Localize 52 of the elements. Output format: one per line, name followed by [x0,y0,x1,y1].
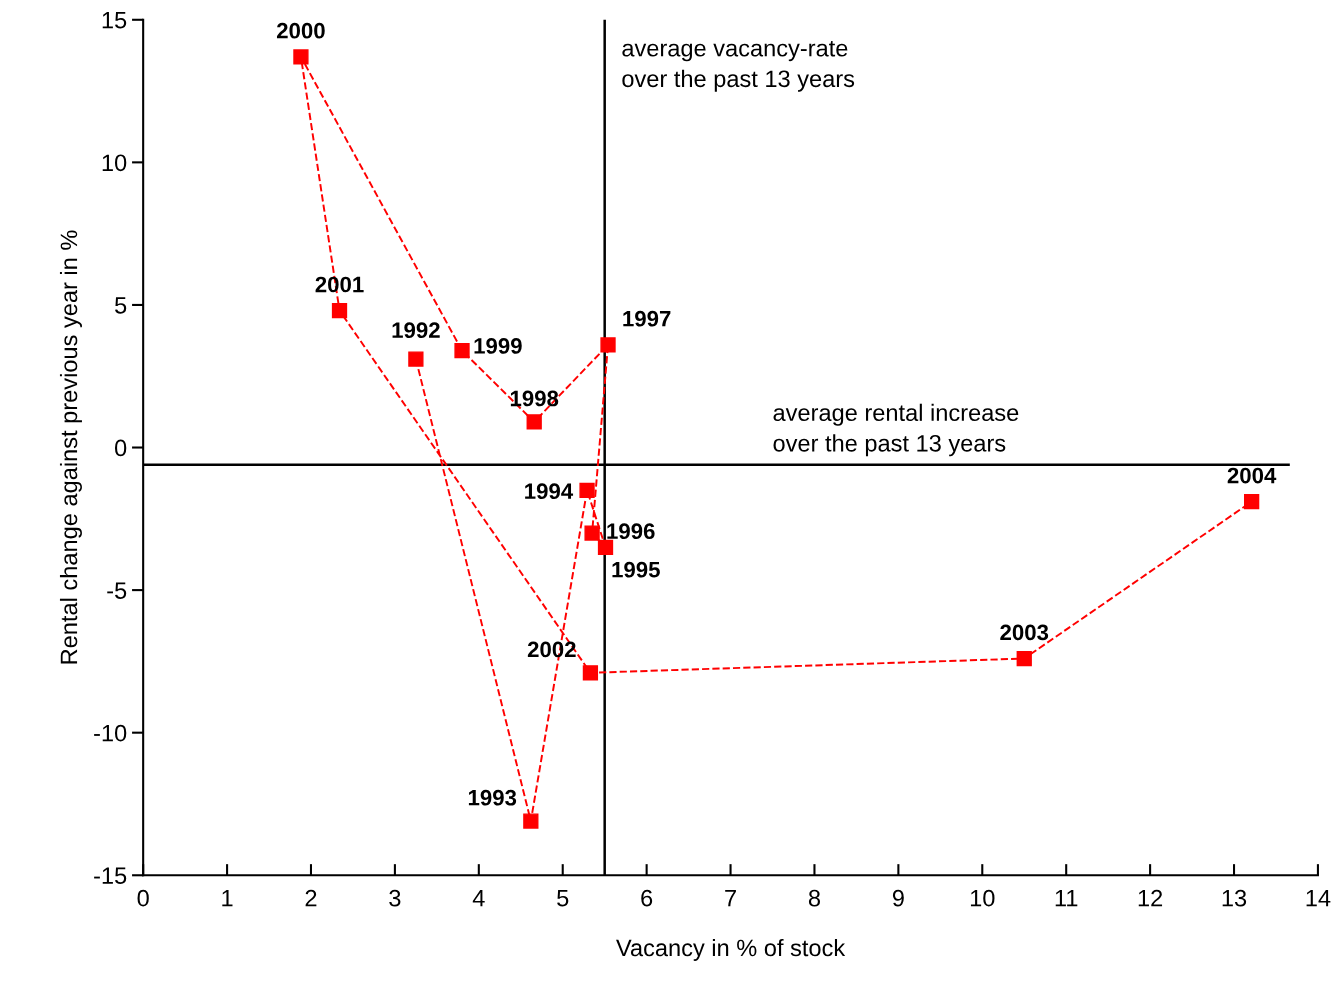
annotation: 2003 [1000,624,1049,641]
x-tick-label: 10 [970,889,995,907]
x-tick-label: 14 [1306,890,1331,907]
point [526,414,542,430]
y-axis-title: Rental change against previous year in % [59,230,82,664]
point [454,342,470,359]
x-tick-label: 7 [725,890,736,907]
annotation: 1995 [612,561,660,578]
x-tick-label: 8 [808,889,820,907]
point [1016,650,1032,667]
y-tick-label: 5 [115,297,127,314]
point [600,337,616,353]
y-tick-label: 0 [114,439,127,457]
x-tick-label: 0 [137,889,149,907]
annotation: 1994 [525,483,574,500]
y-tick-label: 15 [102,12,127,29]
x-tick-label: 13 [1222,889,1247,907]
annotation: 1996 [607,523,655,540]
x-tick-label: 12 [1138,889,1163,907]
ref-line-label: average rental increase over the past 13 years [773,403,1019,457]
y-tick-label: 10 [102,154,127,172]
x-tick-label: 11 [1055,890,1078,907]
annotation: 2000 [276,22,325,39]
x-tick-label: 9 [892,889,904,907]
x-tick-label: 6 [641,889,653,907]
y-tick-label: -10 [94,724,127,742]
annotation: 1998 [510,390,559,407]
point [293,49,309,65]
annotation: 2004 [1227,467,1277,484]
annotation: 1992 [392,322,440,339]
point [597,539,614,555]
x-axis-title: Vacancy in % of stock [616,938,846,961]
point [584,525,600,541]
point [1244,494,1260,510]
x-tick-label: 5 [557,890,569,907]
ref-line-label: average vacancy-rate over the past 13 years [622,41,855,92]
point [523,813,539,829]
point [331,303,348,319]
point [408,351,424,367]
y-tick-label: -5 [107,582,127,599]
point [582,665,599,681]
x-tick-label: 4 [472,890,485,907]
annotation: 1993 [468,789,517,806]
x-tick-label: 1 [222,890,233,907]
point [579,482,595,498]
annotation: 2001 [315,276,364,293]
x-tick-label: 3 [389,889,401,907]
annotation: 2002 [527,641,576,658]
y-tick-label: -15 [94,867,127,885]
x-tick-label: 2 [305,889,317,907]
annotation: 1999 [474,338,522,354]
annotation: 1997 [623,310,671,327]
